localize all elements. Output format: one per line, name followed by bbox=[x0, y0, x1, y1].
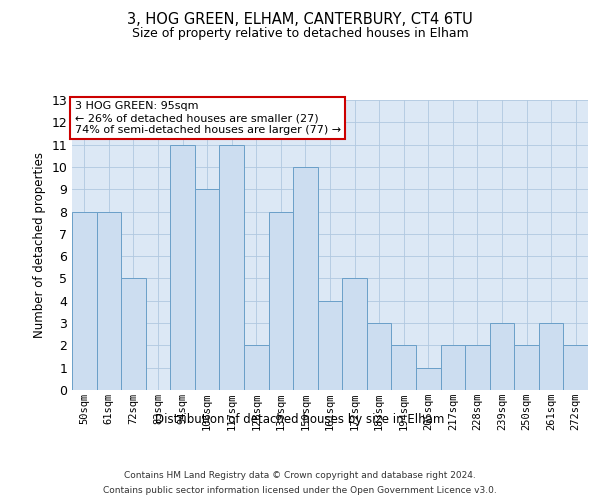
Bar bbox=[514, 346, 539, 390]
Text: 3, HOG GREEN, ELHAM, CANTERBURY, CT4 6TU: 3, HOG GREEN, ELHAM, CANTERBURY, CT4 6TU bbox=[127, 12, 473, 28]
Bar bbox=[244, 346, 269, 390]
Bar bbox=[367, 323, 391, 390]
Bar bbox=[416, 368, 440, 390]
Bar bbox=[318, 301, 342, 390]
Bar bbox=[563, 346, 588, 390]
Bar bbox=[220, 144, 244, 390]
Bar bbox=[465, 346, 490, 390]
Bar bbox=[293, 167, 318, 390]
Text: 3 HOG GREEN: 95sqm
← 26% of detached houses are smaller (27)
74% of semi-detache: 3 HOG GREEN: 95sqm ← 26% of detached hou… bbox=[74, 102, 341, 134]
Bar bbox=[170, 144, 195, 390]
Bar bbox=[195, 189, 220, 390]
Bar bbox=[269, 212, 293, 390]
Bar bbox=[97, 212, 121, 390]
Y-axis label: Number of detached properties: Number of detached properties bbox=[33, 152, 46, 338]
Text: Contains HM Land Registry data © Crown copyright and database right 2024.: Contains HM Land Registry data © Crown c… bbox=[124, 471, 476, 480]
Text: Contains public sector information licensed under the Open Government Licence v3: Contains public sector information licen… bbox=[103, 486, 497, 495]
Bar bbox=[121, 278, 146, 390]
Bar bbox=[539, 323, 563, 390]
Bar bbox=[72, 212, 97, 390]
Bar bbox=[342, 278, 367, 390]
Bar bbox=[391, 346, 416, 390]
Text: Distribution of detached houses by size in Elham: Distribution of detached houses by size … bbox=[155, 412, 445, 426]
Bar bbox=[490, 323, 514, 390]
Text: Size of property relative to detached houses in Elham: Size of property relative to detached ho… bbox=[131, 28, 469, 40]
Bar bbox=[440, 346, 465, 390]
